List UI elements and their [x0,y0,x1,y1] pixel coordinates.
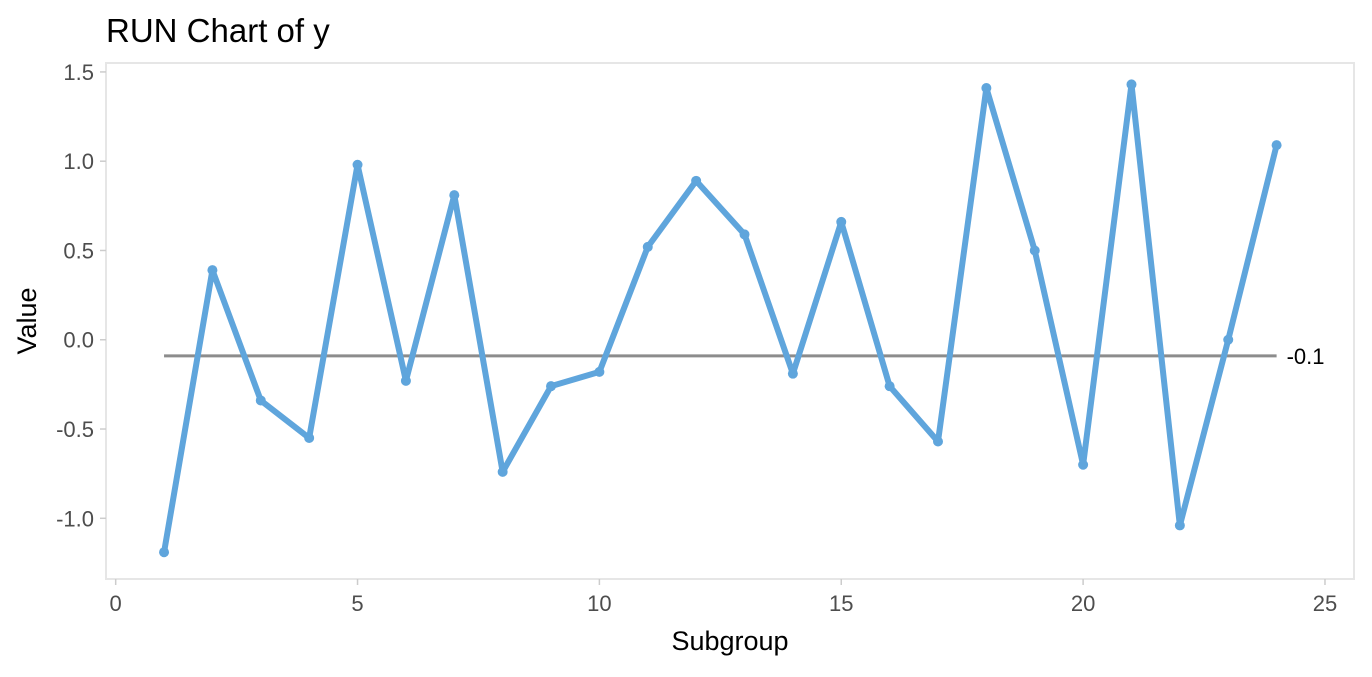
data-point [1174,520,1185,531]
data-point [1029,245,1040,256]
y-tick-label: 0.5 [63,238,94,263]
x-tick-label: 15 [829,591,853,616]
data-point [1271,140,1282,151]
x-axis: 0 5 10 15 20 25 [110,579,1337,616]
data-point [449,190,460,201]
data-point [400,375,411,386]
data-point [933,436,943,447]
chart-title: RUN Chart of y [106,12,330,49]
y-tick-label: -1.0 [56,506,94,531]
y-tick-label: 1.0 [63,149,94,174]
data-point [642,241,653,252]
data-point [836,216,847,227]
x-tick-label: 0 [110,591,122,616]
data-point [691,175,702,186]
x-tick-label: 5 [351,591,363,616]
y-axis-title: Value [12,287,42,354]
data-point [1078,459,1089,470]
panel-border [105,62,1355,580]
data-point [1126,79,1137,90]
x-tick-label: 20 [1071,591,1095,616]
data-point [787,368,798,379]
data-point [304,432,315,443]
data-point [739,229,750,240]
data-point [159,547,170,558]
data-point [884,381,895,392]
y-tick-label: 0.0 [63,328,94,353]
data-point [594,366,605,377]
center-line-label: -0.1 [1287,344,1325,369]
data-point [207,265,218,276]
data-point [497,466,508,477]
y-axis: -1.0 -0.5 0.0 0.5 1.0 1.5 [56,60,106,531]
x-axis-title: Subgroup [671,626,788,656]
y-tick-label: 1.5 [63,60,94,85]
x-tick-label: 10 [587,591,611,616]
data-point [546,381,557,392]
x-tick-label: 25 [1313,591,1337,616]
y-tick-label: -0.5 [56,417,94,442]
data-point [981,82,992,93]
plot-area: -0.1 [159,79,1325,558]
data-point [1223,334,1234,345]
series-line [161,81,1280,556]
data-point [352,159,363,170]
data-point [255,395,266,406]
